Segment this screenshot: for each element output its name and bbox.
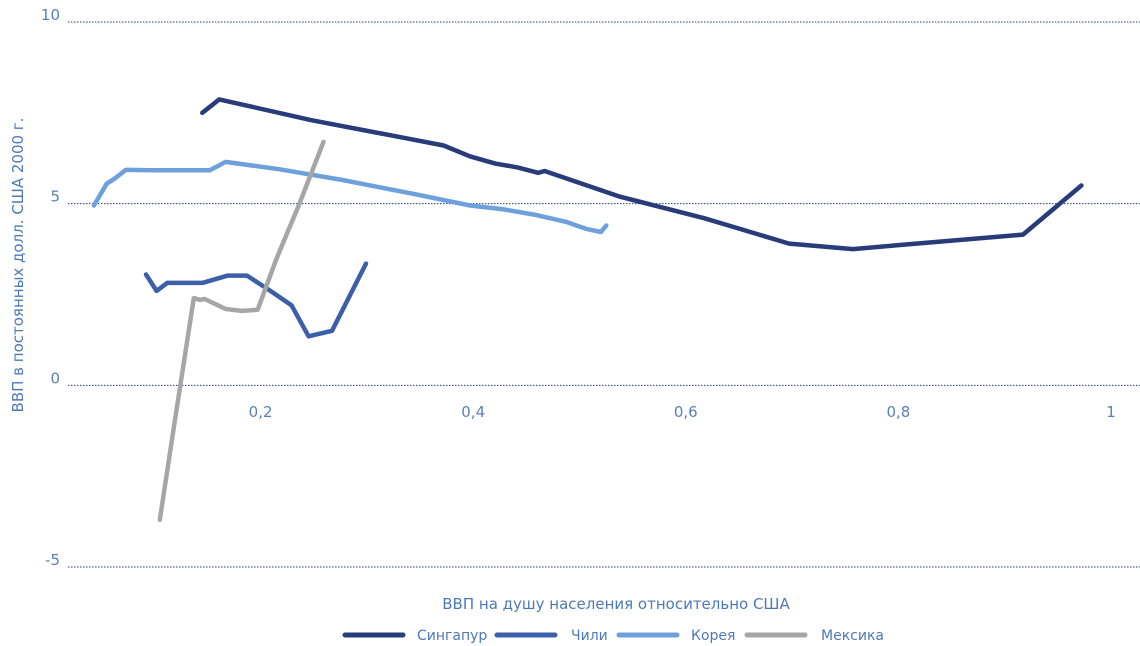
x-tick-label-1: 0,4 <box>461 403 485 421</box>
series-line-1 <box>143 261 369 339</box>
series-layer <box>91 97 1084 523</box>
series-line-3 <box>157 139 326 523</box>
y-tick-label-1: 5 <box>50 188 60 206</box>
x-tick-label-2: 0,6 <box>674 403 698 421</box>
series-line-2 <box>91 159 609 235</box>
y-tick-labels: 10 5 0 -5 <box>41 6 60 569</box>
x-tick-labels: 0,2 0,4 0,6 0,8 1 <box>249 403 1116 421</box>
series-line-0 <box>200 97 1084 252</box>
legend-label-1: Чили <box>571 628 608 644</box>
x-axis-title: ВВП на душу населения относительно США <box>442 595 790 613</box>
legend: Сингапур Чили Корея Мексика <box>342 628 884 644</box>
legend-label-0: Сингапур <box>417 628 487 644</box>
y-tick-label-0: 10 <box>41 6 60 24</box>
x-tick-label-4: 1 <box>1106 403 1116 421</box>
legend-label-3: Мексика <box>821 628 884 644</box>
legend-label-2: Корея <box>691 628 735 644</box>
y-axis-title: ВВП в постоянных долл. США 2000 г. <box>9 118 27 413</box>
y-tick-label-3: -5 <box>45 551 60 569</box>
y-tick-label-2: 0 <box>50 369 60 387</box>
x-tick-label-3: 0,8 <box>886 403 910 421</box>
x-tick-label-0: 0,2 <box>249 403 273 421</box>
